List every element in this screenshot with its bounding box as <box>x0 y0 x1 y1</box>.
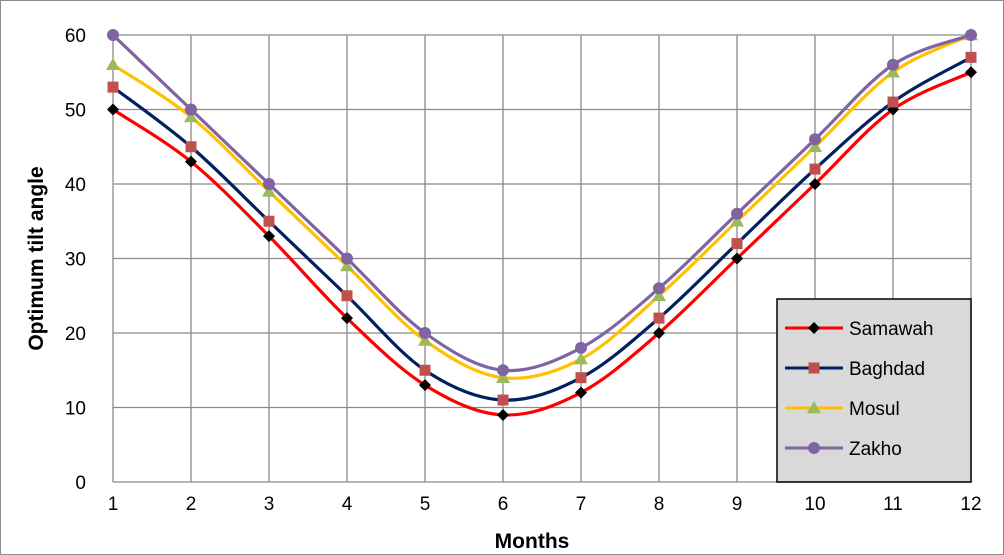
x-tick-label: 3 <box>264 494 275 515</box>
data-point-mosul <box>106 57 120 71</box>
data-point-zakho <box>653 282 665 295</box>
y-tick-label: 0 <box>75 473 86 494</box>
data-point-samawah <box>965 66 977 79</box>
data-point-baghdad <box>185 141 197 153</box>
x-tick-label: 9 <box>732 494 743 515</box>
y-tick-label: 30 <box>65 250 86 271</box>
legend-marker-baghdad <box>808 362 820 374</box>
y-tick-label: 60 <box>65 26 86 47</box>
y-axis-title: Optimum tilt angle <box>25 166 48 350</box>
data-point-zakho <box>263 178 275 190</box>
data-point-mosul <box>730 214 744 227</box>
legend-marker-mosul <box>807 401 821 414</box>
x-axis-title: Months <box>495 530 570 553</box>
data-point-mosul <box>496 370 510 383</box>
data-point-mosul <box>184 109 198 123</box>
x-tick-label: 6 <box>498 494 509 515</box>
data-point-samawah <box>185 155 197 168</box>
data-point-zakho <box>107 29 119 41</box>
data-point-mosul <box>652 288 666 301</box>
data-point-mosul <box>808 139 822 152</box>
data-point-zakho <box>419 327 431 339</box>
gridlines <box>112 34 972 483</box>
data-point-baghdad <box>107 81 119 93</box>
data-point-zakho <box>887 58 899 71</box>
y-tick-label: 50 <box>65 101 86 122</box>
data-point-mosul <box>574 352 588 365</box>
legend-label-samawah: Samawah <box>849 319 934 340</box>
series-line-baghdad <box>112 55 972 402</box>
x-tick-label: 10 <box>804 494 825 515</box>
data-point-samawah <box>809 178 821 190</box>
x-tick-label: 4 <box>342 494 353 515</box>
data-markers <box>106 28 978 421</box>
data-point-mosul <box>418 333 432 346</box>
data-point-baghdad <box>341 290 353 302</box>
x-tick-label: 11 <box>883 494 903 515</box>
series-lines <box>111 33 972 417</box>
data-point-mosul <box>262 184 276 197</box>
data-point-mosul <box>886 65 900 78</box>
data-point-zakho <box>731 207 743 220</box>
data-point-baghdad <box>419 364 431 376</box>
data-point-baghdad <box>965 51 977 63</box>
series-line-zakho <box>111 33 972 373</box>
data-point-samawah <box>497 408 509 421</box>
x-tick-label: 12 <box>960 494 981 515</box>
data-point-baghdad <box>575 372 587 384</box>
data-point-samawah <box>419 379 431 392</box>
data-point-baghdad <box>809 163 821 175</box>
data-point-zakho <box>965 29 977 41</box>
x-tick-label: 7 <box>576 494 587 515</box>
data-point-samawah <box>653 327 665 339</box>
data-point-samawah <box>341 312 353 325</box>
x-tick-label: 5 <box>420 494 431 515</box>
x-tick-label: 2 <box>186 494 197 515</box>
data-point-mosul <box>340 258 354 272</box>
data-point-samawah <box>107 103 119 116</box>
x-tick-label: 1 <box>108 494 119 515</box>
data-point-baghdad <box>731 238 743 250</box>
x-tick-label: 8 <box>654 494 665 515</box>
data-point-zakho <box>341 252 353 265</box>
legend-marker-zakho <box>808 442 820 454</box>
y-tick-label: 10 <box>65 399 86 420</box>
series-line-samawah <box>112 70 972 417</box>
data-point-baghdad <box>263 215 275 227</box>
data-point-baghdad <box>653 312 665 324</box>
legend-label-mosul: Mosul <box>849 399 900 420</box>
data-point-samawah <box>263 230 275 243</box>
legend-label-baghdad: Baghdad <box>849 359 925 380</box>
data-point-zakho <box>497 364 509 377</box>
legend-marker-samawah <box>808 322 820 334</box>
data-point-zakho <box>809 133 821 146</box>
series-line-mosul <box>112 33 972 380</box>
data-point-baghdad <box>497 394 509 406</box>
data-point-samawah <box>731 252 743 265</box>
y-tick-label: 40 <box>65 175 86 196</box>
data-point-zakho <box>185 103 197 116</box>
legend-label-zakho: Zakho <box>849 439 902 460</box>
data-point-samawah <box>575 386 587 399</box>
y-tick-label: 20 <box>65 324 86 345</box>
data-point-baghdad <box>887 96 899 108</box>
data-point-zakho <box>575 341 587 354</box>
legend: Samawah Baghdad Mosul Zakho <box>776 298 972 483</box>
